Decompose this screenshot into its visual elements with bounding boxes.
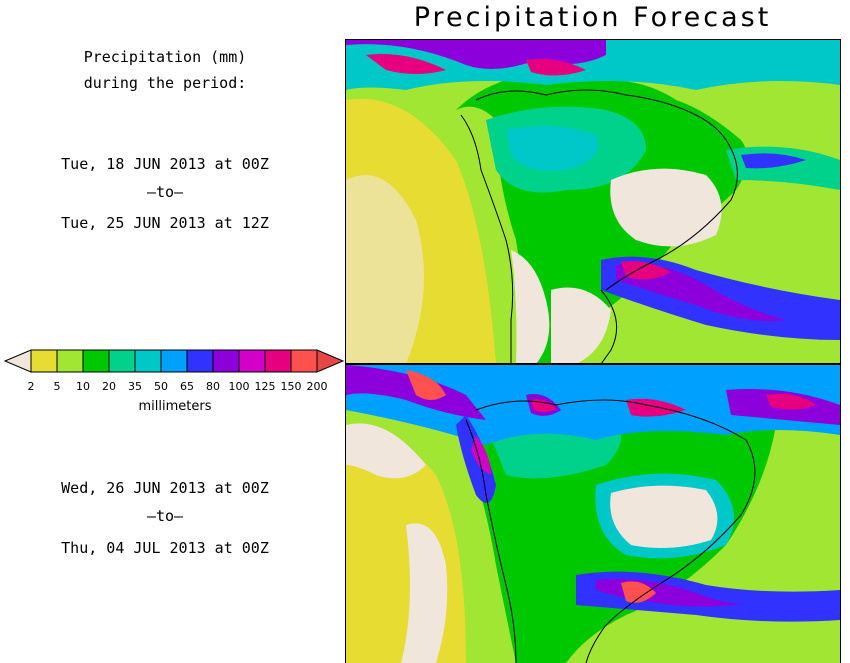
legend-colorbar: 2 5 10 20 35 50 65 80 100 125 150 200: [3, 349, 345, 393]
legend-tick-label: 100: [229, 380, 250, 393]
legend-overflow-arrow: [316, 349, 345, 373]
legend-tick-label: 5: [54, 380, 61, 393]
header-line1: Precipitation (mm): [83, 48, 247, 66]
map-panel-period2: [345, 364, 841, 663]
legend-tick-label: 125: [255, 380, 276, 393]
legend-tick-label: 20: [102, 380, 116, 393]
legend-box: [30, 349, 58, 373]
legend-box: [160, 349, 188, 373]
legend-box: [290, 349, 318, 373]
legend-tick-label: 10: [76, 380, 90, 393]
legend-box: [56, 349, 84, 373]
legend-unit: millimeters: [138, 399, 212, 414]
legend-box: [212, 349, 240, 373]
period2-end: Thu, 04 JUL 2013 at 00Z: [61, 539, 269, 557]
period1-start: Tue, 18 JUN 2013 at 00Z: [61, 155, 269, 173]
period1-end: Tue, 25 JUN 2013 at 12Z: [61, 214, 269, 232]
legend-tick-label: 50: [154, 380, 168, 393]
legend-box: [264, 349, 292, 373]
map-panel-period1: [345, 39, 841, 364]
legend-box: [134, 349, 162, 373]
legend-tick-label: 80: [206, 380, 220, 393]
period2-start: Wed, 26 JUN 2013 at 00Z: [61, 479, 269, 497]
legend-box: [82, 349, 110, 373]
legend-tick-label: 35: [128, 380, 142, 393]
header-line2: during the period:: [83, 74, 247, 92]
period2-sep: –to–: [146, 507, 184, 525]
legend-box: [186, 349, 214, 373]
legend-tick-label: 200: [307, 380, 328, 393]
legend-box: [108, 349, 136, 373]
page-title: Precipitation Forecast: [413, 2, 772, 33]
legend-tick-label: 2: [28, 380, 35, 393]
period1-sep: –to–: [146, 183, 184, 201]
legend-tick-label: 65: [180, 380, 194, 393]
legend-box: [238, 349, 266, 373]
legend-underflow-arrow: [3, 349, 32, 373]
legend-tick-label: 150: [281, 380, 302, 393]
